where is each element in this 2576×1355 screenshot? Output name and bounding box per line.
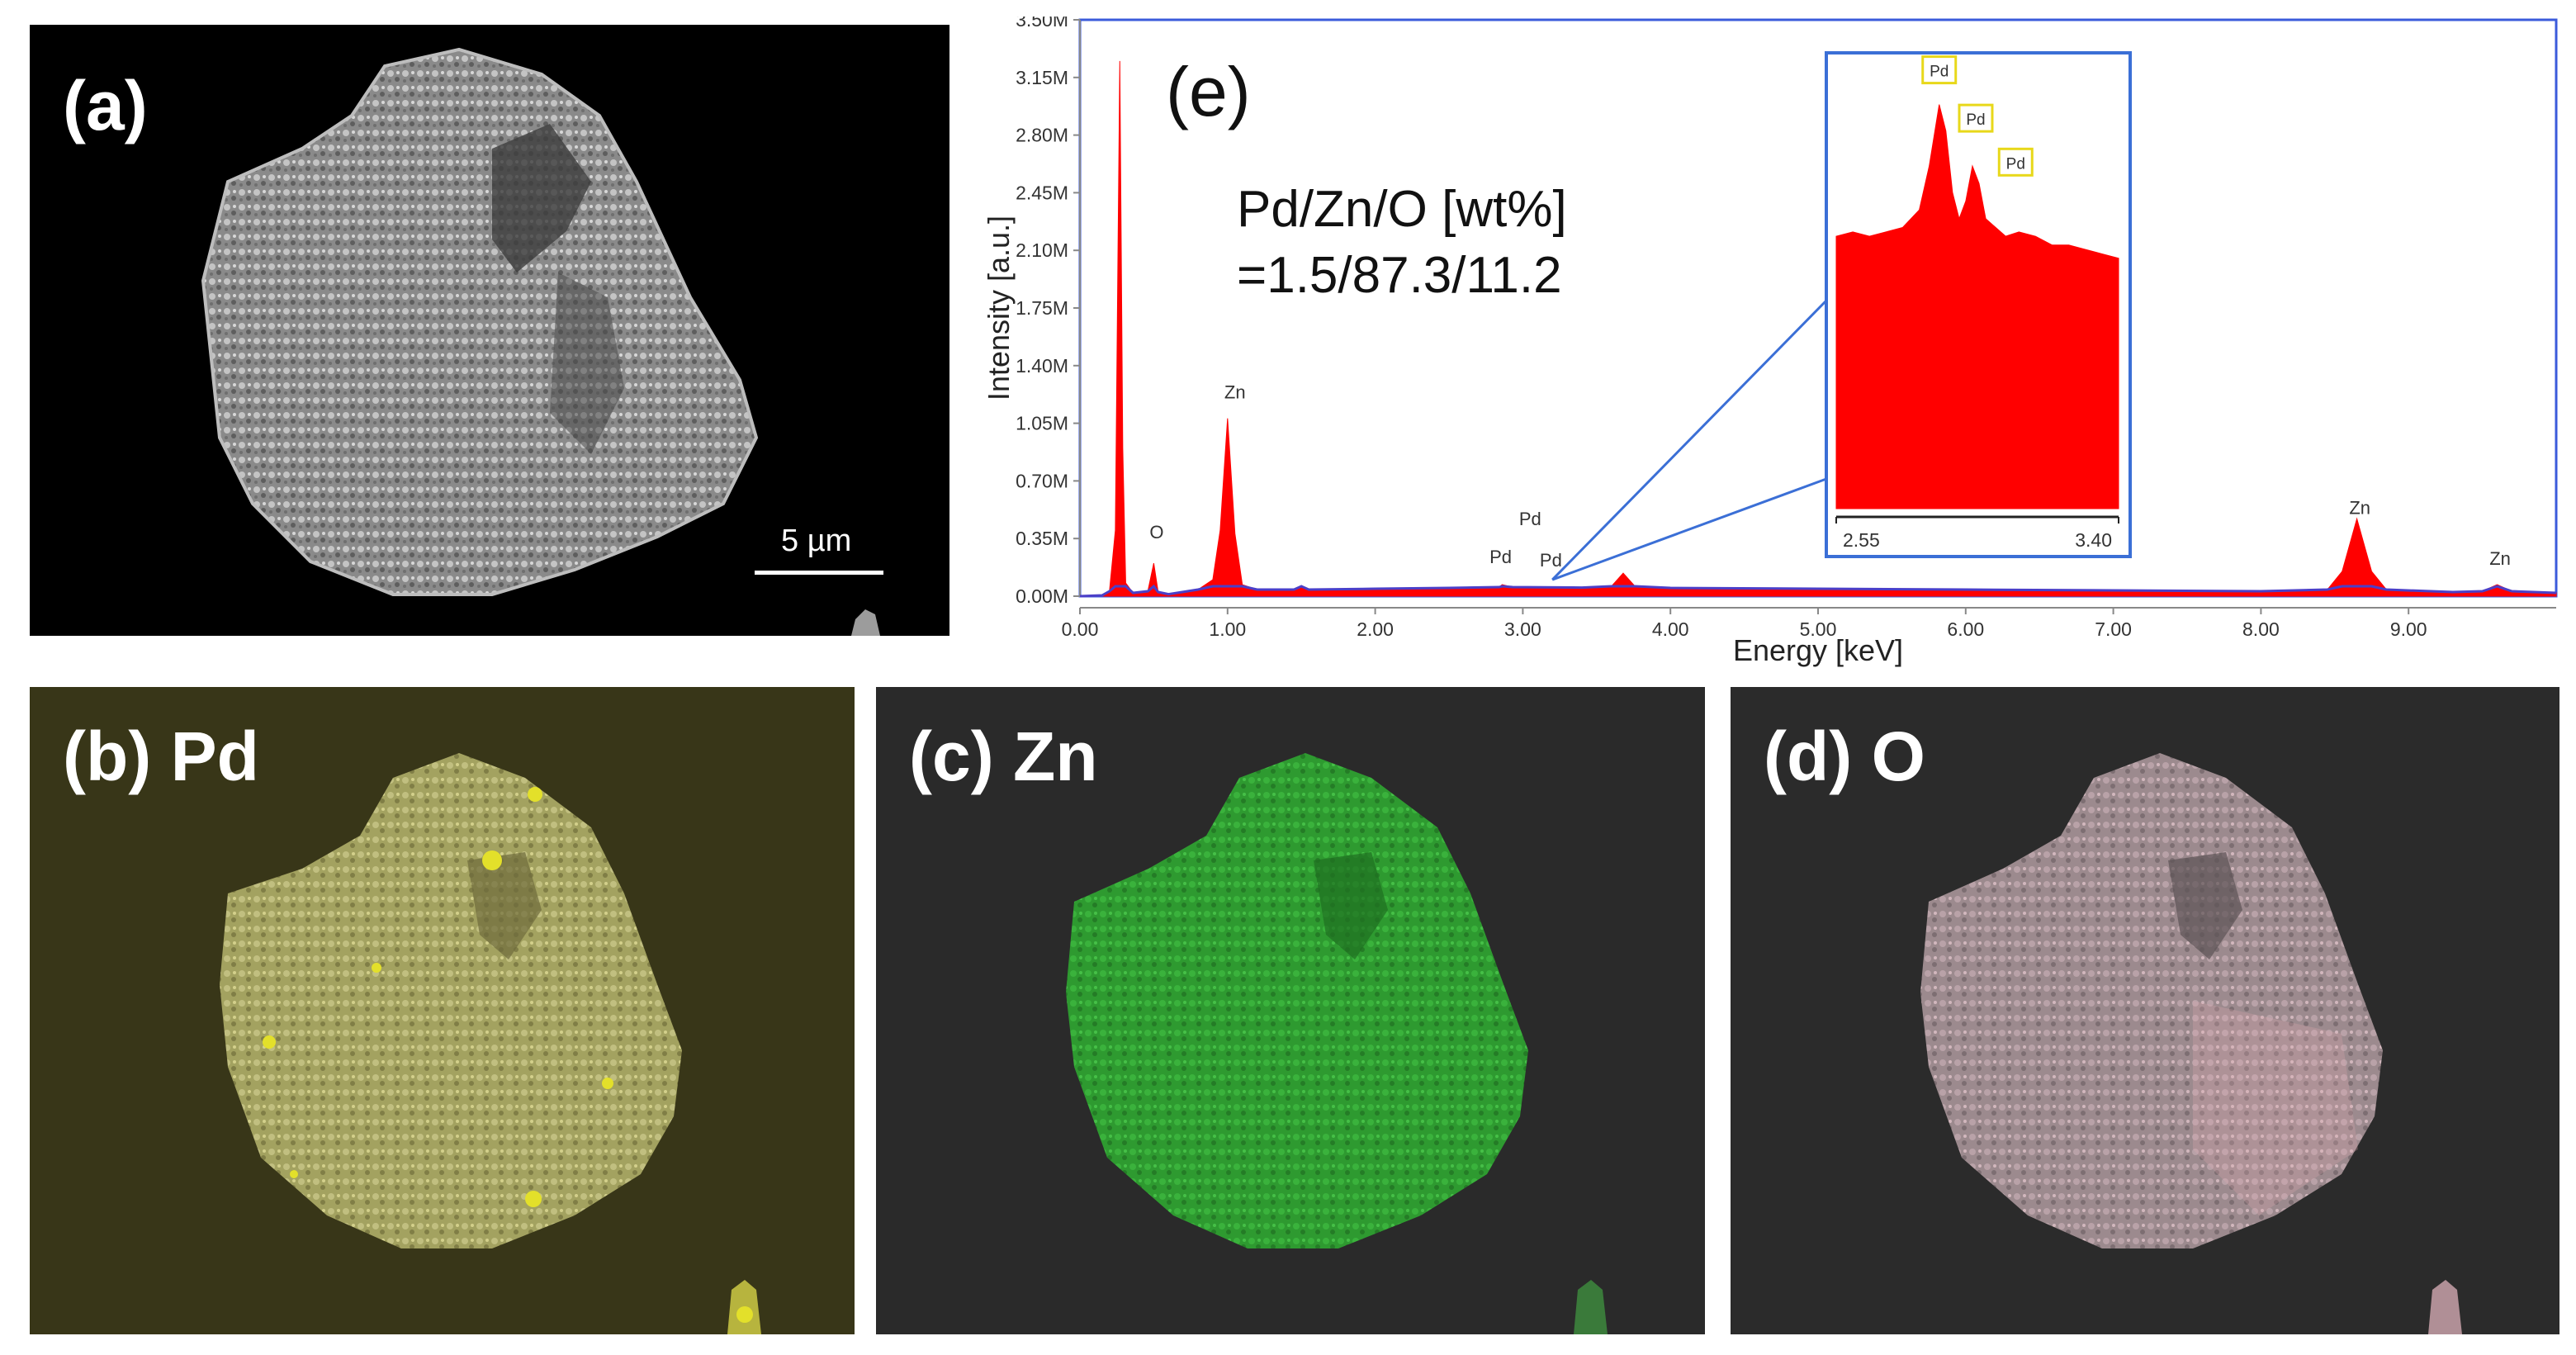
inset-peak-box <box>1921 55 1958 85</box>
inset-peak-label: Pd <box>2006 155 2025 173</box>
y-tick-label: 2.45M <box>1016 182 1068 203</box>
scale-bar-label: 5 µm <box>781 524 852 558</box>
x-tick-label: 1.00 <box>1209 618 1246 640</box>
panel-label-a: (a) <box>63 67 148 145</box>
o-map-panel: (d) O <box>1731 687 2559 1334</box>
y-tick-label: 0.70M <box>1016 470 1068 491</box>
peak-label: Zn <box>2489 548 2511 569</box>
inset-x-tick-label: 2.55 <box>1843 529 1880 551</box>
y-tick-label: 0.00M <box>1016 585 1068 607</box>
y-tick-label: 2.80M <box>1016 125 1068 146</box>
x-tick-label: 3.00 <box>1504 618 1541 640</box>
inset-peak-box <box>1997 147 2034 177</box>
y-tick-label: 3.50M <box>1016 17 1068 31</box>
particle-sem-image <box>201 47 880 636</box>
pd-map-panel: (b) Pd <box>30 687 855 1334</box>
zoom-inset: 2.55 3.40 Pd Pd Pd <box>1551 51 2132 581</box>
y-tick-label: 1.75M <box>1016 297 1068 319</box>
inset-peak-label: Pd <box>1966 111 1985 129</box>
inset-x-tick-label: 3.40 <box>2075 529 2112 551</box>
inset-peak-label: Pd <box>1930 64 1949 81</box>
o-map-image <box>1920 753 2462 1334</box>
eds-spectrum-chart: 0.00M 0.35M 0.70M 1.05M 1.40M 1.75M 2.10M 2.45M… <box>982 9 2558 667</box>
peak-label: Pd <box>1519 509 1541 529</box>
chart-frame <box>1078 18 2558 609</box>
peak-label: O <box>1149 522 1163 542</box>
x-tick-label: 4.00 <box>1652 618 1689 640</box>
panel-label-e: (e) <box>1166 53 1251 130</box>
x-tick-label: 7.00 <box>2095 618 2132 640</box>
peak-labels: O Zn Pd Pd Pd Zn Zn <box>1149 382 2510 571</box>
eds-spectrum-panel: 0.00M 0.35M 0.70M 1.05M 1.40M 1.75M 2.10M 2.45M… <box>982 9 2559 677</box>
y-tick-label: 0.35M <box>1016 528 1068 549</box>
zoom-connector <box>1551 299 1828 581</box>
y-axis-label: Intensity [a.u.] <box>987 216 1016 400</box>
inset-peak-box <box>1958 103 1994 133</box>
composition-label-line2: =1.5/87.3/11.2 <box>1237 247 1562 304</box>
panel-label-c: (c) Zn <box>909 718 1098 795</box>
zoom-connector <box>1551 477 1827 581</box>
x-tick-label: 0.00 <box>1062 618 1099 640</box>
x-axis: 0.00 1.00 2.00 3.00 4.00 5.00 6.00 7.00 8.00 9.00 <box>1062 608 2427 640</box>
composition-label-line1: Pd/Zn/O [wt%] <box>1237 181 1567 238</box>
y-axis: 0.00M 0.35M 0.70M 1.05M 1.40M 1.75M 2.10M 2.45M… <box>1016 9 1080 607</box>
pd-map-image <box>220 753 761 1334</box>
y-tick-label: 1.40M <box>1016 355 1068 377</box>
inset-spectrum-area <box>1835 104 2119 509</box>
panel-label-d: (d) O <box>1764 718 1925 795</box>
peak-label: Pd <box>1489 547 1512 567</box>
peak-label: Pd <box>1540 550 1562 571</box>
spectrum-series <box>1079 60 2557 598</box>
y-tick-label: 3.15M <box>1016 67 1068 88</box>
y-tick-label: 1.05M <box>1016 413 1068 434</box>
x-tick-label: 5.00 <box>1800 618 1837 640</box>
x-tick-label: 8.00 <box>2242 618 2280 640</box>
x-tick-label: 2.00 <box>1357 618 1394 640</box>
peak-label: Zn <box>2349 497 2370 518</box>
sem-image-panel: (a) 5 µm <box>30 25 949 636</box>
panel-label-b: (b) Pd <box>63 718 259 795</box>
spectrum-area <box>1079 60 2557 597</box>
peak-label: Zn <box>1224 382 1246 403</box>
x-tick-label: 6.00 <box>1947 618 1984 640</box>
zn-map-panel: (c) Zn <box>876 687 1705 1334</box>
x-tick-label: 9.00 <box>2390 618 2427 640</box>
baseline-trace <box>1079 584 2557 598</box>
scale-bar <box>755 571 883 575</box>
y-tick-label: 2.10M <box>1016 239 1068 261</box>
zn-map-image <box>1066 753 1608 1334</box>
x-axis-label: Energy [keV] <box>1733 633 1903 667</box>
